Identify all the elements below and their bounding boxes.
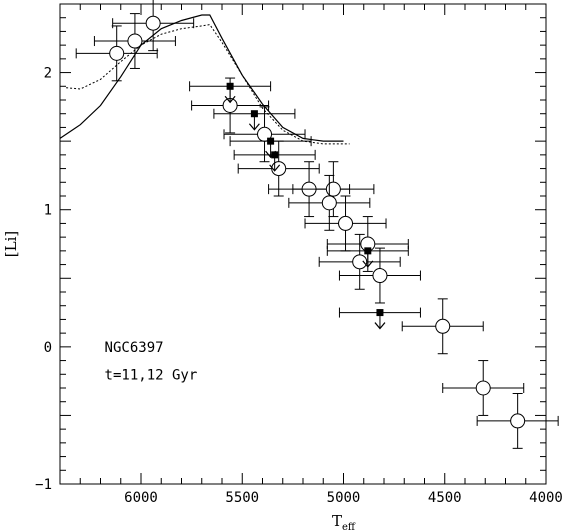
data-points (75, 0, 559, 449)
detection-point (75, 25, 158, 82)
y-tick-label: 0 (44, 340, 52, 356)
arrow-head (248, 123, 260, 131)
detection-point (292, 161, 375, 218)
x-tick-label: 5000 (327, 490, 361, 506)
arrow-head (269, 164, 281, 172)
tick-marks (59, 3, 547, 485)
upper-limit-point (326, 245, 409, 268)
open-circle-marker (321, 195, 337, 211)
upper-limit-point (189, 81, 272, 104)
filled-square-marker (271, 151, 279, 159)
open-circle-marker (352, 254, 368, 270)
open-circle-marker (372, 268, 388, 284)
model-curve-dotted (66, 24, 350, 145)
model-curves (59, 14, 350, 145)
open-circle-marker (127, 33, 143, 49)
x-axis-label-subscript: eff (342, 522, 356, 532)
open-circle-marker (435, 318, 451, 334)
open-circle-marker (510, 413, 526, 429)
detection-point (318, 233, 401, 290)
x-tick-label: 5500 (225, 490, 259, 506)
detection-point (223, 106, 306, 163)
detection-point (288, 174, 371, 231)
detection-point (112, 0, 195, 52)
arrow-head (374, 322, 386, 330)
filled-square-marker (267, 137, 275, 145)
arrow-head (362, 260, 374, 268)
open-circle-marker (145, 15, 161, 31)
y-tick-label: 2 (44, 66, 52, 82)
annotation-cluster-name: NGC6397 (105, 340, 164, 356)
detection-point (476, 392, 559, 449)
filled-square-marker (250, 110, 258, 118)
open-circle-marker (271, 161, 287, 177)
detection-point (93, 13, 176, 69)
x-tick-label: 6000 (124, 490, 158, 506)
model-curve-solid (59, 14, 344, 142)
detection-point (442, 360, 525, 416)
filled-square-marker (364, 247, 372, 255)
open-circle-marker (325, 181, 341, 197)
x-tick-label: 4000 (529, 490, 563, 506)
detection-point (338, 247, 421, 304)
open-circle-marker (338, 215, 354, 231)
filled-square-marker (376, 309, 384, 317)
tick-labels: 6000 5500 5000 4500 4000 −1 0 1 2 (35, 66, 563, 506)
y-axis-label: [Li] (2, 231, 20, 257)
annotation-age: t=11,12 Gyr (105, 367, 198, 383)
x-tick-label: 4500 (428, 490, 462, 506)
y-tick-label: 1 (44, 203, 52, 219)
upper-limit-point (233, 149, 316, 172)
open-circle-marker (109, 45, 125, 61)
x-axis-label-main: T (332, 512, 342, 530)
arrow-head (224, 95, 236, 104)
detection-point (304, 195, 387, 252)
upper-limit-point (338, 307, 421, 330)
detection-point (401, 298, 484, 355)
x-axis-label: Teff (332, 512, 356, 532)
upper-limit-point (213, 108, 296, 131)
open-circle-marker (475, 380, 491, 396)
y-tick-label: −1 (35, 477, 52, 493)
plot-frame (59, 3, 547, 485)
filled-square-marker (226, 82, 234, 90)
